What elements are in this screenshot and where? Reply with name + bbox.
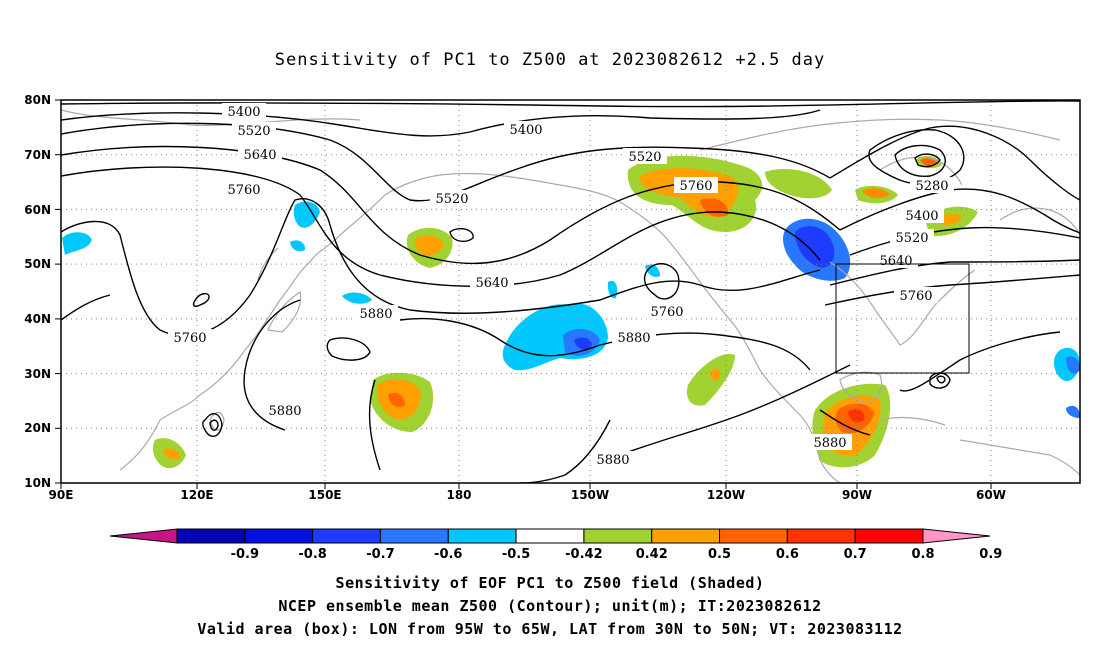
lon-label: 150E bbox=[308, 488, 341, 502]
lat-label: 70N bbox=[24, 148, 51, 162]
shade-positive-subtropics bbox=[153, 354, 735, 469]
colorbar: -0.9 -0.8 -0.7 -0.6 -0.5 -0.42 0.42 0.5 0.6 0.7 0.… bbox=[109, 528, 1002, 562]
shade-negative-canada bbox=[783, 218, 851, 281]
contour-label: 5880 bbox=[359, 307, 392, 322]
colorbar-swatch bbox=[379, 528, 449, 544]
longitude-labels: 90E 120E 150E 180 150W 120W 90W 60W bbox=[49, 488, 1006, 502]
caption-line-2: NCEP ensemble mean Z500 (Contour); unit(… bbox=[278, 597, 822, 615]
sensitivity-shading bbox=[62, 155, 1080, 469]
contour-label: 5520 bbox=[628, 150, 661, 165]
lon-label: 120E bbox=[180, 488, 213, 502]
colorbar-label: -0.9 bbox=[231, 547, 259, 562]
contour-label: 5520 bbox=[237, 124, 270, 139]
colorbar-swatch bbox=[719, 528, 788, 544]
colorbar-swatch bbox=[786, 528, 856, 544]
shade-negative-misc bbox=[62, 201, 1080, 418]
map-panel: 5400 5520 5640 5760 5400 5520 5760 5520 … bbox=[24, 93, 1081, 562]
tick-marks bbox=[55, 99, 992, 489]
contour-label: 5760 bbox=[227, 183, 260, 198]
caption-line-3: Valid area (box): LON from 95W to 65W, L… bbox=[197, 620, 903, 638]
lon-label: 150W bbox=[571, 488, 609, 502]
colorbar-swatch bbox=[176, 528, 246, 544]
contour-label: 5400 bbox=[227, 105, 260, 120]
colorbar-label: -0.42 bbox=[565, 547, 602, 562]
colorbar-label: 0.42 bbox=[636, 547, 668, 562]
colorbar-label: -0.8 bbox=[298, 547, 326, 562]
lon-label: 90W bbox=[842, 488, 872, 502]
contour-label: 5760 bbox=[173, 331, 206, 346]
colorbar-label: 0.6 bbox=[776, 547, 799, 562]
lat-label: 40N bbox=[24, 312, 51, 326]
contour-label: 5400 bbox=[509, 123, 542, 138]
colorbar-swatch bbox=[583, 528, 653, 544]
contour-label: 5640 bbox=[879, 254, 912, 269]
lat-label: 50N bbox=[24, 257, 51, 271]
lat-label: 20N bbox=[24, 421, 51, 435]
colorbar-swatch bbox=[651, 528, 721, 544]
lat-label: 80N bbox=[24, 93, 51, 107]
map-frame bbox=[60, 99, 1081, 484]
contour-label: 5400 bbox=[905, 209, 938, 224]
contour-label: 5520 bbox=[435, 192, 468, 207]
contour-label: 5880 bbox=[617, 331, 650, 346]
colorbar-swatch bbox=[447, 528, 517, 544]
valid-area-box bbox=[835, 263, 970, 374]
contour-label: 5880 bbox=[268, 404, 301, 419]
colorbar-swatch bbox=[244, 528, 314, 544]
colorbar-min-triangle bbox=[109, 528, 178, 544]
colorbar-swatch bbox=[515, 528, 585, 544]
contour-label: 5760 bbox=[899, 289, 932, 304]
contour-labels: 5400 5520 5640 5760 5400 5520 5760 5520 … bbox=[168, 103, 954, 468]
latitude-labels: 80N 70N 60N 50N 40N 30N 20N 10N bbox=[24, 93, 51, 490]
lon-label: 180 bbox=[446, 488, 471, 502]
colorbar-swatch bbox=[854, 528, 924, 544]
coastlines bbox=[61, 109, 1080, 483]
colorbar-label: 0.5 bbox=[708, 547, 731, 562]
shade-positive-north-pacific bbox=[406, 227, 453, 268]
contour-label: 5280 bbox=[915, 179, 948, 194]
colorbar-label: -0.7 bbox=[366, 547, 394, 562]
chart-title: Sensitivity of PC1 to Z500 at 2023082612… bbox=[274, 50, 826, 70]
lon-label: 120W bbox=[707, 488, 745, 502]
lon-label: 90E bbox=[49, 488, 74, 502]
contour-label: 5880 bbox=[813, 436, 846, 451]
colorbar-label: 0.9 bbox=[979, 547, 1002, 562]
contour-label: 5760 bbox=[650, 305, 683, 320]
colorbar-label: -0.5 bbox=[502, 547, 530, 562]
caption-line-1: Sensitivity of EOF PC1 to Z500 field (Sh… bbox=[335, 574, 765, 592]
shade-positive-hudson bbox=[855, 155, 978, 237]
colorbar-label: 0.8 bbox=[911, 547, 934, 562]
colorbar-label: -0.6 bbox=[434, 547, 462, 562]
contour-label: 5880 bbox=[596, 453, 629, 468]
colorbar-swatch bbox=[312, 528, 381, 544]
lat-label: 60N bbox=[24, 203, 51, 217]
shade-negative-central-pacific bbox=[502, 303, 608, 371]
contour-label: 5640 bbox=[475, 276, 508, 291]
contour-label: 5640 bbox=[243, 148, 276, 163]
lon-label: 60W bbox=[976, 488, 1006, 502]
contour-label: 5520 bbox=[895, 231, 928, 246]
colorbar-label: 0.7 bbox=[844, 547, 867, 562]
colorbar-max-triangle bbox=[922, 528, 991, 544]
contour-label: 5760 bbox=[679, 179, 712, 194]
lat-label: 10N bbox=[24, 476, 51, 490]
lat-label: 30N bbox=[24, 367, 51, 381]
